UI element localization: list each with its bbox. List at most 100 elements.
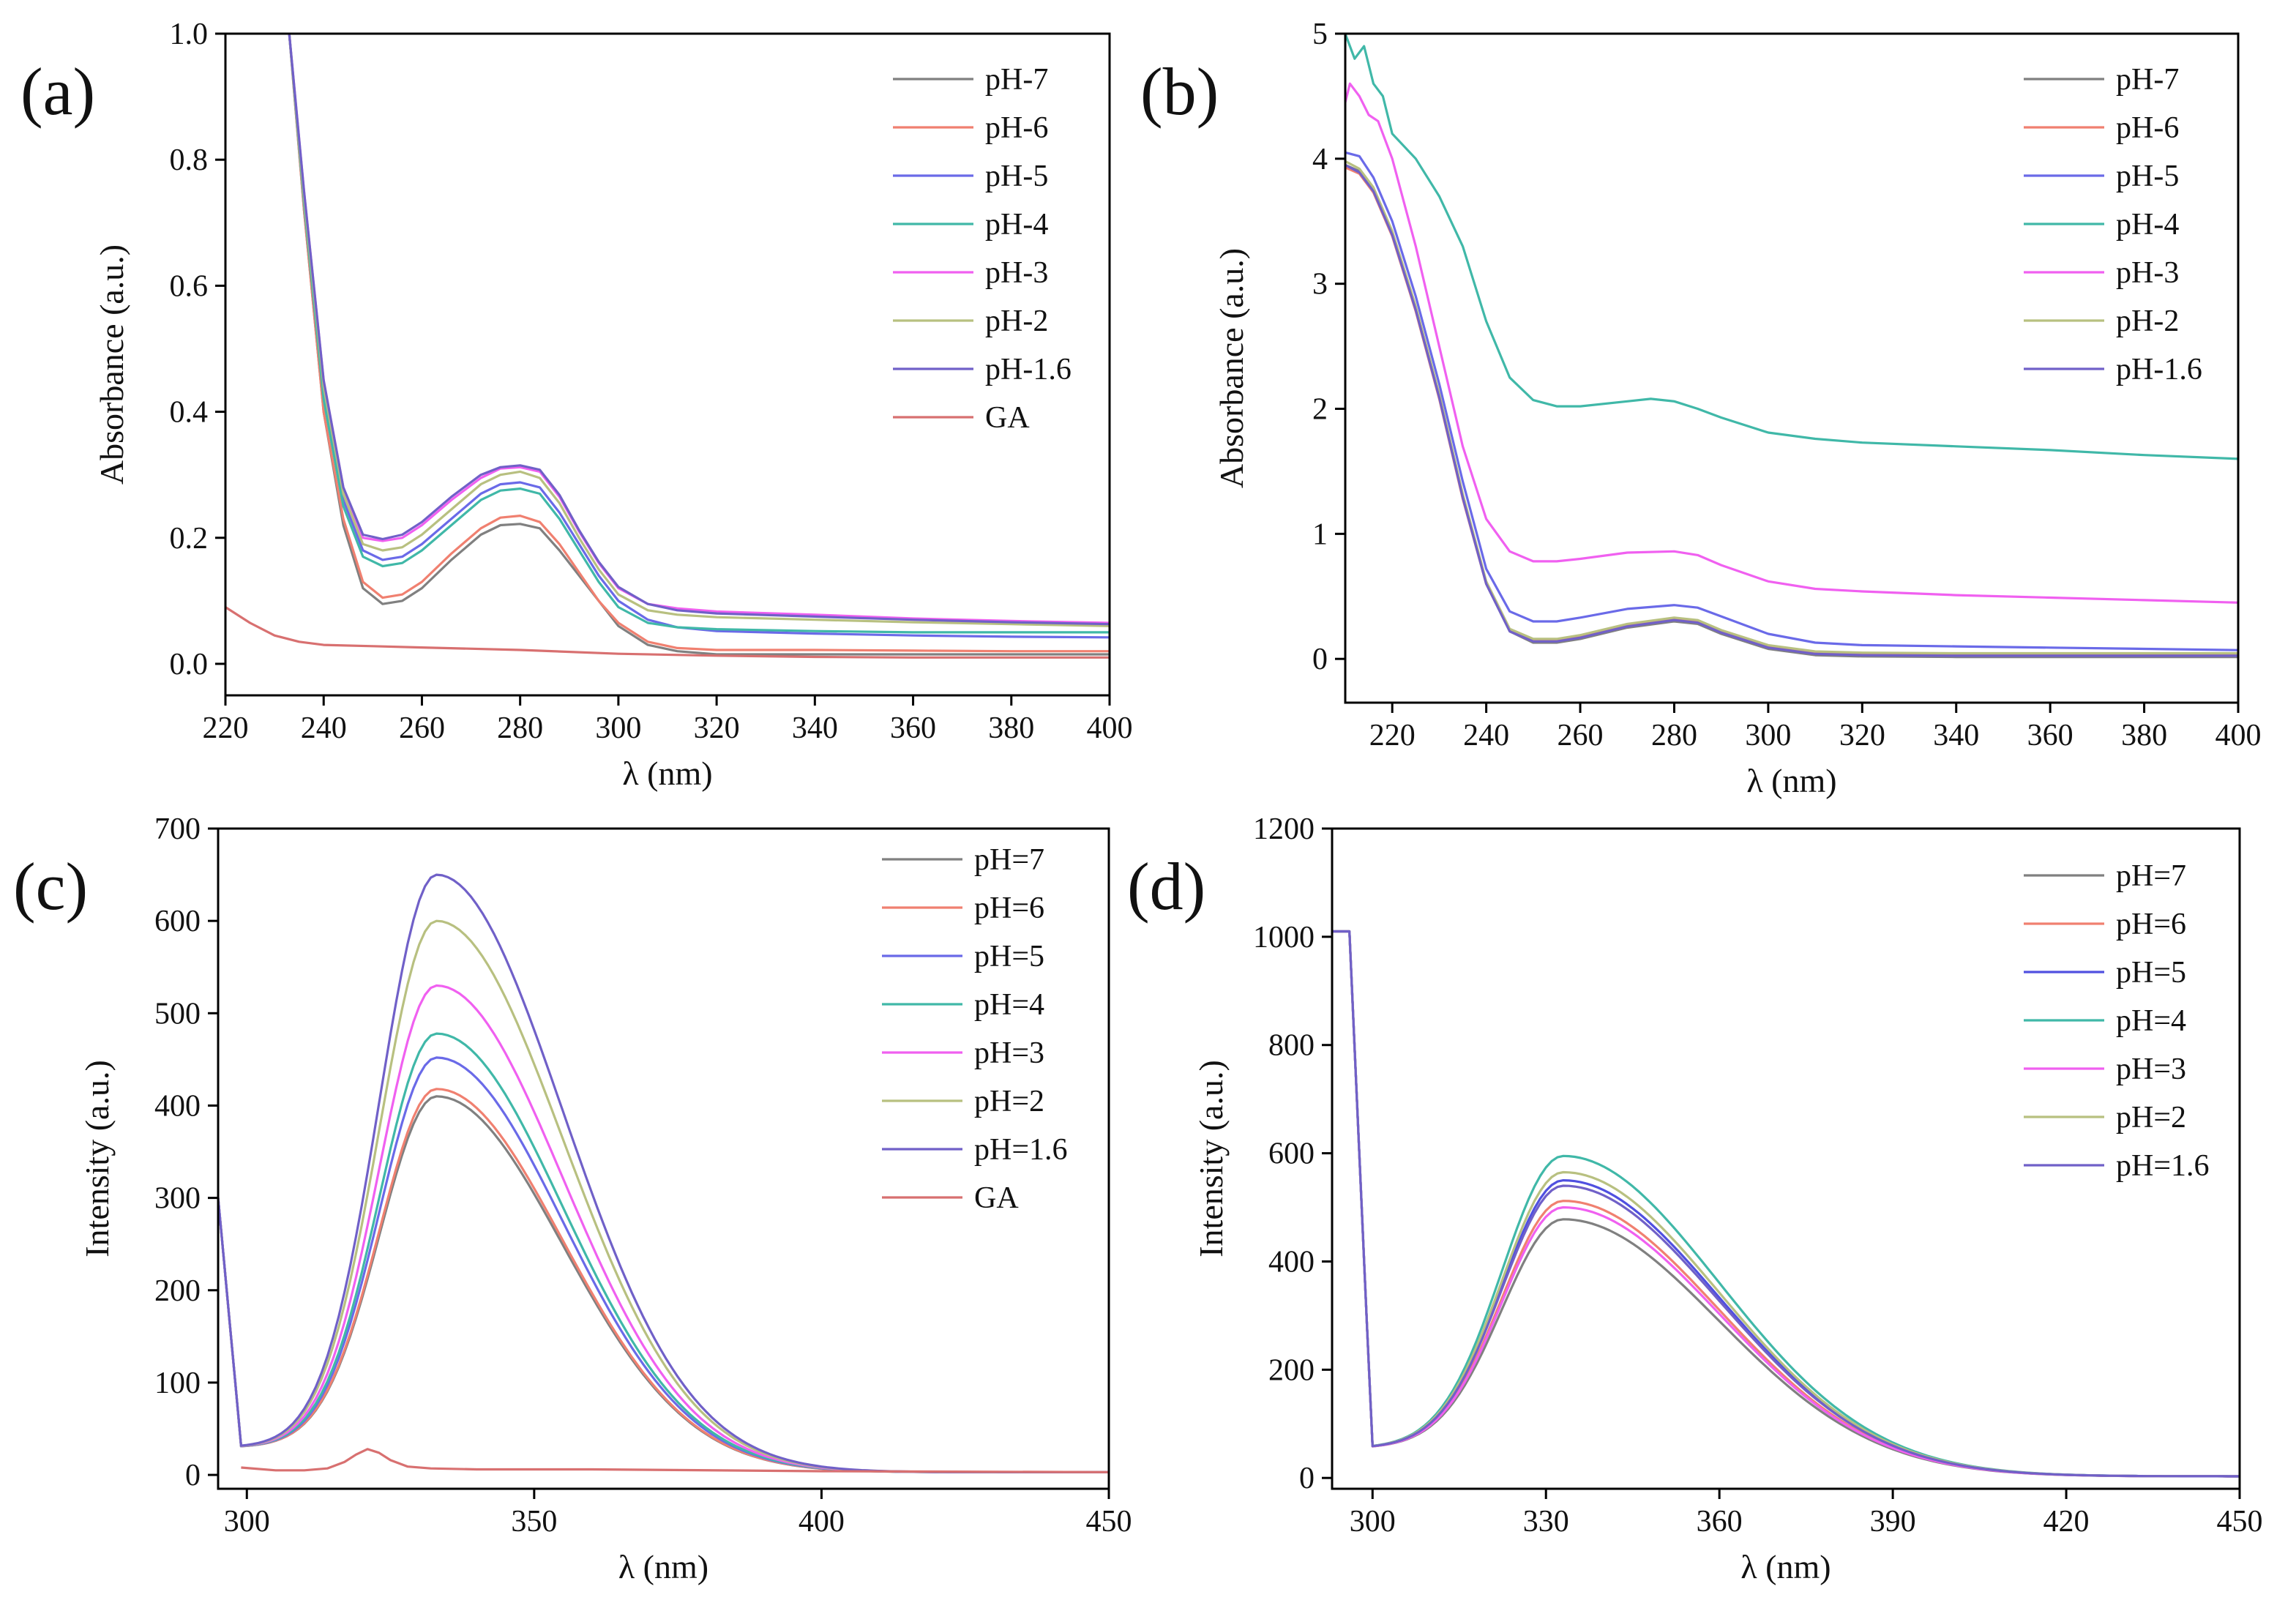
legend-entry-ph-1-6: pH-1.6 xyxy=(985,353,1072,386)
y-tick-label: 200 xyxy=(1268,1353,1315,1387)
legend-entry-ph-7: pH=7 xyxy=(2116,859,2186,893)
series-line-ph-5 xyxy=(1332,930,2240,1478)
series-line-ph-4 xyxy=(1345,34,2238,460)
series-line-ph-4 xyxy=(288,34,1110,634)
legend-entry-ph-1-6: pH-1.6 xyxy=(2116,353,2202,386)
y-tick-label: 3 xyxy=(1312,268,1328,302)
y-axis-label: Absorbance (a.u.) xyxy=(1213,248,1250,488)
y-tick-label: 0 xyxy=(1299,1462,1315,1495)
x-axis-label: λ (nm) xyxy=(1746,762,1836,799)
y-axis-label: Intensity (a.u.) xyxy=(1192,1060,1230,1257)
series-line-ph-2 xyxy=(1332,930,2240,1478)
x-axis-label: λ (nm) xyxy=(1740,1548,1831,1585)
legend-entry-ph-3: pH=3 xyxy=(2116,1053,2186,1086)
x-tick-label: 260 xyxy=(399,711,445,745)
x-tick-label: 360 xyxy=(2027,719,2073,752)
series-line-ph-3 xyxy=(1332,930,2240,1478)
plot-frame xyxy=(1344,32,2240,704)
series-line-ph-7 xyxy=(1345,163,2238,659)
legend-entry-ph-7: pH-7 xyxy=(985,63,1048,97)
legend-entry-ph-1-6: pH=1.6 xyxy=(974,1133,1068,1167)
panel-letter: (d) xyxy=(1127,849,1205,924)
y-tick-label: 600 xyxy=(154,905,201,938)
x-axis-label: λ (nm) xyxy=(618,1548,708,1585)
panel-b: 220 240 260 280 300 320 340 360 380 400 0 1 2 3 4 5 λ (n… xyxy=(1140,18,2262,799)
x-tick-label: 360 xyxy=(890,711,936,745)
x-tick-label: 390 xyxy=(1870,1505,1916,1539)
legend-entry-ph-7: pH-7 xyxy=(2116,63,2179,97)
series-line-ph-7 xyxy=(288,34,1110,656)
series-line-ph-5 xyxy=(218,1056,1109,1473)
series-group xyxy=(225,34,1110,659)
plot-frame xyxy=(224,32,1111,697)
legend-entry-ph-5: pH=5 xyxy=(2116,956,2186,990)
legend-entry-ph-5: pH-5 xyxy=(2116,160,2179,193)
series-line-ph-5 xyxy=(288,34,1110,639)
legend-entry-ph-7: pH=7 xyxy=(974,843,1044,877)
y-tick-label: 500 xyxy=(154,997,201,1031)
x-tick-label: 380 xyxy=(2121,719,2167,752)
x-tick-label: 400 xyxy=(799,1505,845,1539)
series-group xyxy=(218,873,1109,1473)
series-line-ph-1-6 xyxy=(1332,930,2240,1478)
y-tick-label: 0.4 xyxy=(170,396,209,430)
legend-entry-ph-5: pH=5 xyxy=(974,940,1044,973)
y-tick-label: 600 xyxy=(1268,1137,1315,1171)
series-line-ph-6 xyxy=(288,34,1110,653)
series-line-ga xyxy=(241,1448,1109,1473)
x-tick-label: 420 xyxy=(2043,1505,2090,1539)
legend-entry-ph-4: pH-4 xyxy=(985,208,1048,242)
series-line-ph-2 xyxy=(288,34,1110,627)
legend-entry-ga: GA xyxy=(985,401,1030,435)
x-tick-label: 240 xyxy=(1463,719,1509,752)
y-tick-label: 0.2 xyxy=(170,522,209,556)
y-axis-label: Absorbance (a.u.) xyxy=(93,244,130,485)
y-tick-label: 700 xyxy=(154,812,201,846)
legend-entry-ph-6: pH=6 xyxy=(974,892,1044,925)
x-tick-label: 320 xyxy=(1839,719,1885,752)
series-line-ph-6 xyxy=(1345,166,2238,657)
y-tick-label: 0 xyxy=(185,1459,201,1492)
legend: pH=7 pH=6 pH=5 pH=4 pH=3 pH=2 pH=1.6 xyxy=(2024,859,2210,1183)
legend-entry-ph-4: pH=4 xyxy=(2116,1004,2186,1038)
x-tick-label: 280 xyxy=(1651,719,1697,752)
y-tick-label: 0.6 xyxy=(170,269,209,303)
series-line-ph-2 xyxy=(1345,160,2238,655)
x-tick-label: 450 xyxy=(2217,1505,2263,1539)
y-tick-label: 4 xyxy=(1312,143,1328,176)
y-tick-label: 200 xyxy=(154,1274,201,1308)
series-group xyxy=(1332,930,2240,1478)
panel-letter: (c) xyxy=(13,849,88,924)
legend-entry-ph-1-6: pH=1.6 xyxy=(2116,1149,2210,1183)
series-line-ph-7 xyxy=(1332,930,2240,1478)
legend-entry-ph-2: pH=2 xyxy=(2116,1101,2186,1135)
legend-entry-ph-3: pH-3 xyxy=(2116,256,2179,290)
legend-entry-ph-6: pH=6 xyxy=(2116,908,2186,941)
y-tick-label: 1000 xyxy=(1253,921,1315,954)
x-tick-label: 300 xyxy=(595,711,641,745)
x-tick-label: 340 xyxy=(792,711,838,745)
legend-entry-ph-5: pH-5 xyxy=(985,160,1048,193)
series-line-ph-1-6 xyxy=(1345,163,2238,657)
x-tick-label: 320 xyxy=(694,711,740,745)
legend-entry-ph-6: pH-6 xyxy=(2116,111,2179,145)
y-tick-label: 0 xyxy=(1312,643,1328,676)
x-tick-label: 300 xyxy=(1745,719,1791,752)
y-tick-label: 100 xyxy=(154,1367,201,1400)
x-tick-label: 380 xyxy=(988,711,1034,745)
legend-entry-ga: GA xyxy=(974,1181,1019,1215)
legend-entry-ph-3: pH-3 xyxy=(985,256,1048,290)
legend-entry-ph-2: pH=2 xyxy=(974,1085,1044,1118)
series-line-ph-3 xyxy=(1345,82,2238,604)
legend: pH-7 pH-6 pH-5 pH-4 pH-3 pH-2 pH-1.6 xyxy=(2024,63,2202,386)
plot-frame xyxy=(1331,827,2241,1490)
y-tick-label: 1 xyxy=(1312,517,1328,551)
legend-entry-ph-2: pH-2 xyxy=(2116,304,2179,338)
x-tick-label: 400 xyxy=(1087,711,1133,745)
x-tick-label: 240 xyxy=(301,711,347,745)
y-axis-label: Intensity (a.u.) xyxy=(78,1060,116,1257)
x-axis-label: λ (nm) xyxy=(622,755,712,792)
panel-letter: (b) xyxy=(1140,54,1219,129)
y-tick-label: 1200 xyxy=(1253,812,1315,846)
series-line-ph-6 xyxy=(1332,930,2240,1478)
